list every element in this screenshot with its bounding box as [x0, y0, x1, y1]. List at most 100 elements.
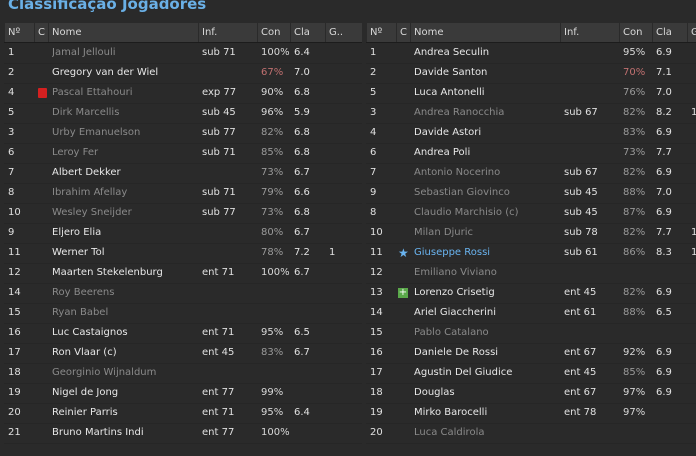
cell-g: 1 — [691, 247, 696, 258]
player-row[interactable]: 20 Reinier Parris ent 71 95% 6.4 — [4, 403, 362, 424]
cell-name: Urby Emanuelson — [52, 127, 141, 138]
player-row[interactable]: 16 Daniele De Rossi ent 67 92% 6.9 — [366, 343, 696, 364]
player-row[interactable]: 5 Luca Antonelli 76% 7.0 — [366, 83, 696, 104]
player-row[interactable]: 12 Emiliano Viviano — [366, 263, 696, 284]
column-header[interactable]: Nome — [48, 23, 198, 42]
plus-icon: + — [398, 287, 408, 298]
cell-inf: ent 61 — [564, 307, 597, 318]
player-row[interactable]: 1 Andrea Seculin 95% 6.9 — [366, 43, 696, 64]
player-row[interactable]: 2 Gregory van der Wiel 67% 7.0 — [4, 63, 362, 84]
cell-no: 4 — [370, 127, 377, 138]
cell-inf: ent 78 — [564, 407, 597, 418]
player-row[interactable]: 4 Pascal Ettahouri exp 77 90% 6.8 — [4, 83, 362, 104]
player-row[interactable]: 21 Bruno Martins Indi ent 77 100% — [4, 423, 362, 444]
column-header[interactable]: Nome — [410, 23, 560, 42]
player-row[interactable]: 5 Dirk Marcellis sub 45 96% 5.9 — [4, 103, 362, 124]
cell-no: 19 — [8, 387, 21, 398]
player-row[interactable]: 7 Albert Dekker 73% 6.7 — [4, 163, 362, 184]
cell-con: 100% — [261, 267, 290, 278]
cell-cla: 6.7 — [294, 347, 310, 358]
column-header[interactable]: Con — [619, 23, 652, 42]
cell-cla: 7.0 — [656, 187, 672, 198]
player-row[interactable]: 4 Davide Astori 83% 6.9 — [366, 123, 696, 144]
cell-no: 12 — [8, 267, 21, 278]
cell-con: 85% — [623, 367, 646, 378]
cell-con: 100% — [261, 47, 290, 58]
player-row[interactable]: 9 Sebastian Giovinco sub 45 88% 7.0 — [366, 183, 696, 204]
cell-inf: sub 67 — [564, 107, 598, 118]
player-row[interactable]: 13 Lorenzo Crisetig ent 45 82% 6.9 + — [366, 283, 696, 304]
player-row[interactable]: 9 Eljero Elia 80% 6.7 — [4, 223, 362, 244]
cell-con: 95% — [261, 407, 284, 418]
player-row[interactable]: 16 Luc Castaignos ent 71 95% 6.5 — [4, 323, 362, 344]
cell-no: 14 — [370, 307, 383, 318]
player-row[interactable]: 17 Agustin Del Giudice ent 45 85% 6.9 — [366, 363, 696, 384]
cell-cla: 6.8 — [294, 207, 310, 218]
cell-no: 4 — [8, 87, 15, 98]
player-row[interactable]: 11 Giuseppe Rossi sub 61 86% 8.3 1 ★ — [366, 243, 696, 264]
column-header[interactable]: Nº — [366, 23, 396, 42]
cell-name: Maarten Stekelenburg — [52, 267, 163, 278]
column-header[interactable]: Cla — [290, 23, 325, 42]
column-header[interactable]: Cla — [652, 23, 687, 42]
cell-no: 1 — [370, 47, 377, 58]
cell-name: Andrea Ranocchia — [414, 107, 505, 118]
player-row[interactable]: 14 Ariel Giaccherini ent 61 88% 6.5 — [366, 303, 696, 324]
cell-con: 83% — [623, 127, 646, 138]
cell-g: 1 — [691, 107, 696, 118]
column-header[interactable]: G.. — [325, 23, 362, 42]
cell-cla: 6.7 — [294, 167, 310, 178]
player-row[interactable]: 1 Jamal Jellouli sub 71 100% 6.4 — [4, 43, 362, 64]
column-header[interactable]: Nº — [4, 23, 34, 42]
player-row[interactable]: 17 Ron Vlaar (c) ent 45 83% 6.7 — [4, 343, 362, 364]
player-row[interactable]: 8 Ibrahim Afellay sub 71 79% 6.6 — [4, 183, 362, 204]
player-row[interactable]: 10 Wesley Sneijder sub 77 73% 6.8 — [4, 203, 362, 224]
player-row[interactable]: 15 Ryan Babel — [4, 303, 362, 324]
player-row[interactable]: 8 Claudio Marchisio (c) sub 45 87% 6.9 — [366, 203, 696, 224]
player-row[interactable]: 19 Nigel de Jong ent 77 99% — [4, 383, 362, 404]
player-row[interactable]: 20 Luca Caldirola — [366, 423, 696, 444]
cell-cla: 6.5 — [656, 307, 672, 318]
cell-no: 13 — [370, 287, 383, 298]
player-row[interactable]: 18 Georginio Wijnaldum — [4, 363, 362, 384]
column-header[interactable]: Inf. — [198, 23, 257, 42]
player-row[interactable]: 19 Mirko Barocelli ent 78 97% — [366, 403, 696, 424]
player-row[interactable]: 11 Werner Tol 78% 7.2 1 — [4, 243, 362, 264]
cell-name: Dirk Marcellis — [52, 107, 120, 118]
player-row[interactable]: 2 Davide Santon 70% 7.1 — [366, 63, 696, 84]
cell-no: 5 — [8, 107, 15, 118]
cell-cla: 6.8 — [294, 127, 310, 138]
player-row[interactable]: 18 Douglas ent 67 97% 6.9 — [366, 383, 696, 404]
cell-cla: 6.9 — [656, 287, 672, 298]
player-row[interactable]: 15 Pablo Catalano — [366, 323, 696, 344]
player-row[interactable]: 6 Leroy Fer sub 71 85% 6.8 — [4, 143, 362, 164]
column-header[interactable]: Inf. — [560, 23, 619, 42]
column-header[interactable]: G — [687, 23, 696, 42]
player-row[interactable]: 3 Urby Emanuelson sub 77 82% 6.8 — [4, 123, 362, 144]
cell-con: 100% — [261, 427, 290, 438]
cell-con: 95% — [623, 47, 646, 58]
player-row[interactable]: 7 Antonio Nocerino sub 67 82% 6.9 — [366, 163, 696, 184]
player-row[interactable]: 14 Roy Beerens — [4, 283, 362, 304]
player-row[interactable]: 10 Milan Djuric sub 78 82% 7.7 1 — [366, 223, 696, 244]
screen-title: Classificação Jogadores — [8, 0, 207, 13]
column-header[interactable]: C — [34, 23, 48, 42]
player-row[interactable]: 3 Andrea Ranocchia sub 67 82% 8.2 1 — [366, 103, 696, 124]
cell-con: 82% — [623, 227, 646, 238]
cell-no: 7 — [8, 167, 15, 178]
cell-cla: 7.7 — [656, 147, 672, 158]
column-header[interactable]: Con — [257, 23, 290, 42]
player-row[interactable]: 6 Andrea Poli 73% 7.7 — [366, 143, 696, 164]
cell-con: 82% — [623, 287, 646, 298]
cell-inf: sub 71 — [202, 147, 236, 158]
column-header[interactable]: C — [396, 23, 410, 42]
cell-cla: 6.5 — [294, 327, 310, 338]
cell-no: 3 — [370, 107, 377, 118]
player-row[interactable]: 12 Maarten Stekelenburg ent 71 100% 6.7 — [4, 263, 362, 284]
cell-cla: 6.9 — [656, 207, 672, 218]
cell-name: Davide Santon — [414, 67, 488, 78]
cell-name: Daniele De Rossi — [414, 347, 499, 358]
cell-inf: sub 77 — [202, 207, 236, 218]
cell-con: 97% — [623, 407, 646, 418]
